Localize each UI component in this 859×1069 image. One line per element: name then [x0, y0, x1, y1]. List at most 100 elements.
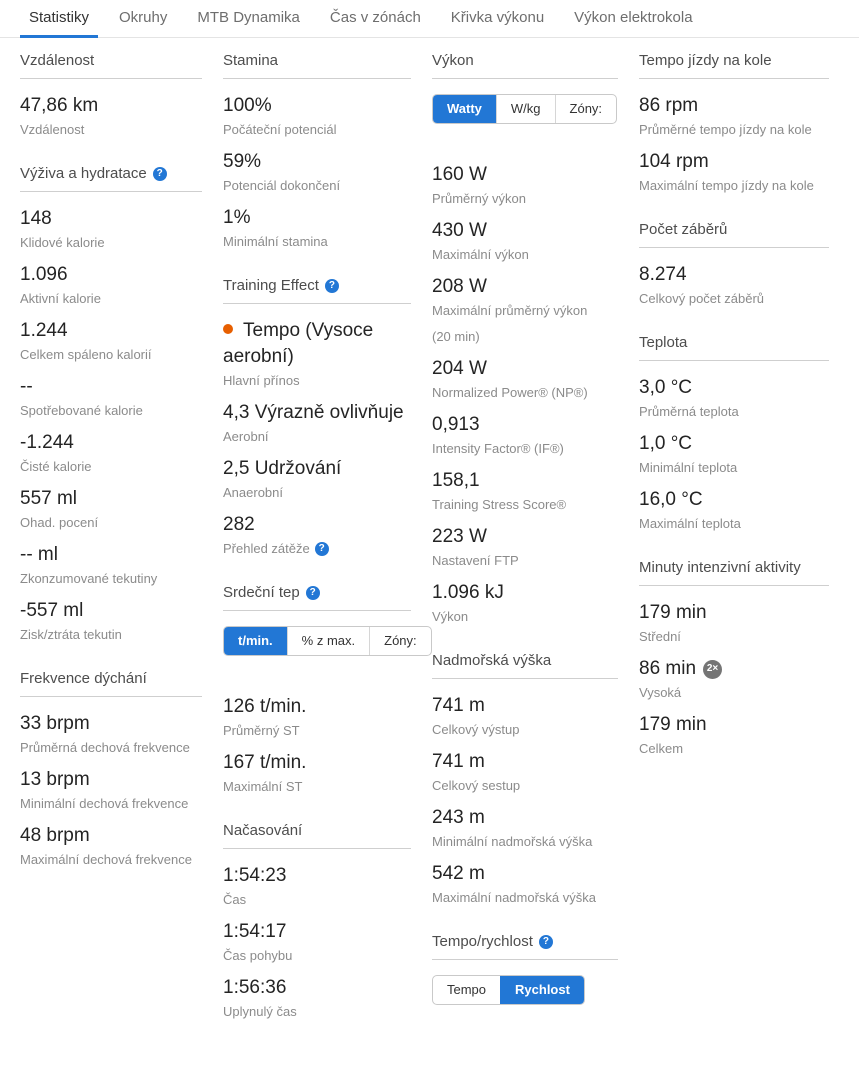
- tab-cas-v-zonach[interactable]: Čas v zónách: [329, 9, 421, 26]
- stat-label-text: Průměrný výkon: [432, 191, 526, 206]
- stat-label-line2: (20 min): [432, 329, 480, 344]
- stat-maximalni-st: 167 t/min. Maximální ST: [223, 750, 411, 796]
- tab-statistiky[interactable]: Statistiky: [20, 0, 99, 38]
- stat-value: 33 brpm: [20, 711, 202, 737]
- stat-label: Nastavení FTP: [432, 552, 618, 570]
- stat-label-text: Celkem: [639, 741, 684, 756]
- stat-prumerna-dechova-frekvence: 33 brpm Průměrná dechová frekvence: [20, 711, 202, 757]
- stat-label-text: Spotřebované kalorie: [20, 403, 143, 418]
- stat-value-text: 1,0 °C: [639, 433, 693, 454]
- tab-okruhy[interactable]: Okruhy: [119, 9, 168, 26]
- stat-label: Uplynulý čas: [223, 1003, 411, 1021]
- stat-value: 16,0 °C: [639, 487, 829, 513]
- column-2: Stamina 100% Počáteční potenciál 59% Potenci…: [223, 52, 432, 1047]
- stat-training-stress-score: 158,1 Training Stress Score®: [432, 468, 618, 514]
- toggle-option-z-max[interactable]: % z max.: [286, 627, 369, 655]
- stat-value: 282: [223, 512, 411, 538]
- toggle-option-rychlost[interactable]: Rychlost: [500, 976, 584, 1004]
- stat-value-text: 100%: [223, 95, 272, 116]
- stat-value: 430 W: [432, 218, 618, 244]
- stat-label-text: Hlavní přínos: [223, 373, 300, 388]
- toggle-option-watty[interactable]: Watty: [433, 95, 496, 123]
- stat-value: 8.274: [639, 262, 829, 288]
- section-nadmorska-vyska: Nadmořská výška 741 m Celkový výstup 741 m C…: [432, 652, 618, 907]
- toggle-option-tempo[interactable]: Tempo: [433, 976, 500, 1004]
- stat-label: Spotřebované kalorie: [20, 402, 202, 420]
- stat-label: Čas: [223, 891, 411, 909]
- stat-prumerny-vykon: 160 W Průměrný výkon: [432, 162, 618, 208]
- stat-label: Průměrná dechová frekvence: [20, 739, 202, 757]
- stat-label: Maximální průměrný výkon: [432, 302, 618, 320]
- stat-celkovy-vystup: 741 m Celkový výstup: [432, 693, 618, 739]
- stat-label-text: Vzdálenost: [20, 122, 85, 137]
- stat-label-text: Uplynulý čas: [223, 1004, 297, 1019]
- toggle-vykon: Watty W/kg Zóny:: [432, 94, 618, 124]
- stat-value-text: 179 min: [639, 714, 707, 735]
- stat-label: Celkem spáleno kalorií: [20, 346, 202, 364]
- stat-value-text: 1:54:17: [223, 921, 287, 942]
- stat-cas: 1:54:23 Čas: [223, 863, 411, 909]
- section-minuty-intenzivni-aktivity: Minuty intenzivní aktivity 179 min Střední…: [639, 559, 829, 758]
- help-icon[interactable]: ?: [152, 166, 167, 181]
- toggle-option-t-min[interactable]: t/min.: [224, 627, 287, 655]
- tab-krivka-vykonu[interactable]: Křivka výkonu: [450, 9, 545, 26]
- toggle-option-w-kg[interactable]: W/kg: [495, 95, 555, 123]
- stat-value-text: 741 m: [432, 695, 485, 716]
- section-nacasovani: Načasování 1:54:23 Čas 1:54:17 Čas pohybu 1:5…: [223, 822, 411, 1021]
- stat-value-text: 208 W: [432, 276, 487, 297]
- section-header: Tempo/rychlost?: [432, 933, 618, 960]
- stat-value: 1%: [223, 205, 411, 231]
- help-icon[interactable]: ?: [314, 542, 329, 556]
- stat-value: 0,913: [432, 412, 618, 438]
- stat-label: Ohad. pocení: [20, 514, 202, 532]
- stat-value-text: 86 min: [639, 658, 697, 679]
- stat-label: Čisté kalorie: [20, 458, 202, 476]
- stat-label: Potenciál dokončení: [223, 177, 411, 195]
- section-title-text: Minuty intenzivní aktivity: [639, 559, 801, 576]
- section-frekvence-dychani: Frekvence dýchání 33 brpm Průměrná dechová…: [20, 670, 202, 869]
- stat-celkem: 179 min Celkem: [639, 712, 829, 758]
- stat-value-text: 282: [223, 514, 255, 535]
- stat-uplynuly-cas: 1:56:36 Uplynulý čas: [223, 975, 411, 1021]
- stat-vzdalenost: 47,86 km Vzdálenost: [20, 93, 202, 139]
- section-title-text: Načasování: [223, 822, 303, 839]
- stat-celkovy-sestup: 741 m Celkový sestup: [432, 749, 618, 795]
- stat-value: 179 min: [639, 600, 829, 626]
- section-vyziva-a-hydratace: Výživa a hydratace? 148 Klidové kalorie 1.0…: [20, 165, 202, 644]
- toggle-srdecni-tep: t/min.% z max. Zóny:: [223, 626, 432, 656]
- tab-mtb-dynamika[interactable]: MTB Dynamika: [197, 9, 300, 26]
- stat-value: 13 brpm: [20, 767, 202, 793]
- stat-label: Přehled zátěže?: [223, 540, 411, 558]
- help-icon[interactable]: ?: [324, 278, 339, 293]
- stat-label-text: Maximální dechová frekvence: [20, 852, 192, 867]
- stat-label-text: Klidové kalorie: [20, 235, 105, 250]
- stat-value: 741 m: [432, 693, 618, 719]
- help-icon[interactable]: ?: [538, 934, 553, 949]
- help-icon[interactable]: ?: [305, 585, 320, 600]
- stat-prehled-zateze: 282 Přehled zátěže?: [223, 512, 411, 558]
- stat-label-text: Zkonzumované tekutiny: [20, 571, 158, 586]
- stat-minimalni-nadmorska-vyska: 243 m Minimální nadmořská výška: [432, 805, 618, 851]
- stat-label: Minimální nadmořská výška: [432, 833, 618, 851]
- stat-label-text: Ohad. pocení: [20, 515, 99, 530]
- stat-maximalni-nadmorska-vyska: 542 m Maximální nadmořská výška: [432, 861, 618, 907]
- stat-ohad-poceni: 557 ml Ohad. pocení: [20, 486, 202, 532]
- stat-value: Tempo (Vysoce aerobní): [223, 318, 411, 370]
- tab-bar: Statistiky Okruhy MTB Dynamika Čas v zónách…: [0, 0, 859, 38]
- stat-value: 1.096 kJ: [432, 580, 618, 606]
- stat-label: Celkový výstup: [432, 721, 618, 739]
- section-header: Frekvence dýchání: [20, 670, 202, 697]
- section-title-text: Výživa a hydratace: [20, 165, 147, 182]
- stat-label: Zisk/ztráta tekutin: [20, 626, 202, 644]
- stat-label: Klidové kalorie: [20, 234, 202, 252]
- column-4: Tempo jízdy na kole 86 rpm Průměrné tempo …: [639, 52, 829, 784]
- section-title-text: Nadmořská výška: [432, 652, 552, 669]
- toggle-option-zony[interactable]: Zóny:: [369, 627, 431, 655]
- stat-label-text: Nastavení FTP: [432, 553, 519, 568]
- toggle-option-zony[interactable]: Zóny:: [554, 95, 617, 123]
- stat-cas-pohybu: 1:54:17 Čas pohybu: [223, 919, 411, 965]
- stat-value: 1:54:23: [223, 863, 411, 889]
- stat-value: 158,1: [432, 468, 618, 494]
- tab-vykon-elektrokola[interactable]: Výkon elektrokola: [574, 9, 693, 26]
- toggle-tempo-rychlost: Tempo Rychlost: [432, 975, 585, 1005]
